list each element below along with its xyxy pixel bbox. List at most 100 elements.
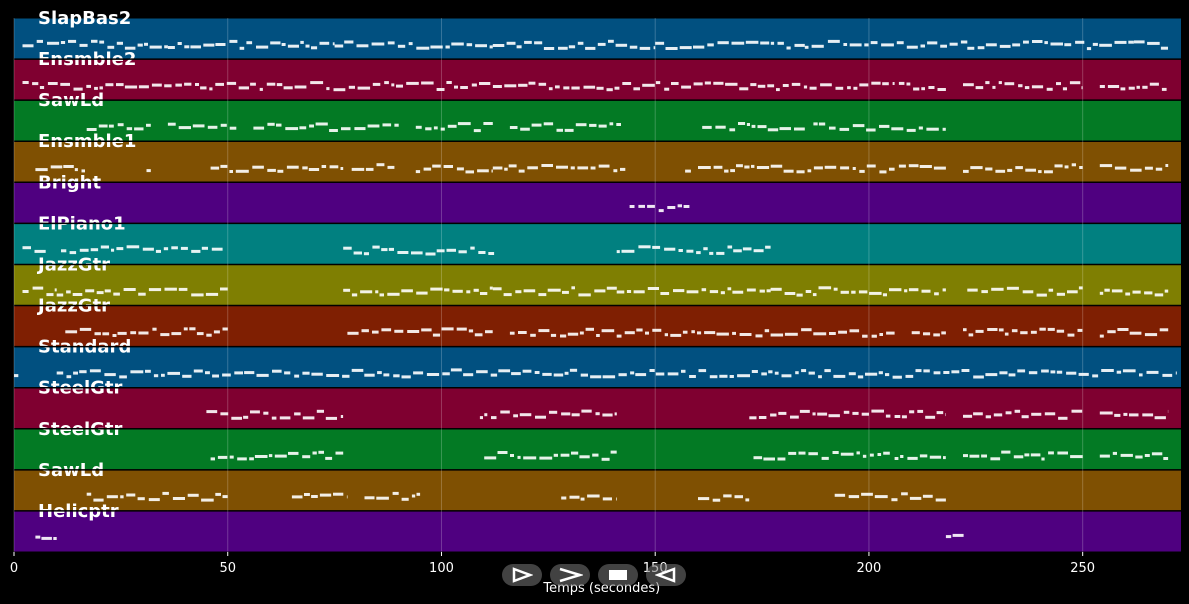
note-segment [1099, 164, 1169, 172]
note-segment [1099, 451, 1169, 460]
note-segment [561, 494, 617, 501]
rewind-icon [655, 567, 676, 583]
note-segment [253, 122, 399, 132]
playback-controls [502, 564, 686, 586]
track-6: JazzGtr [14, 254, 1181, 306]
note-segment [1099, 409, 1169, 420]
fast-forward-icon [559, 567, 583, 583]
note-segment [898, 81, 946, 91]
note-segment [22, 246, 46, 253]
note-segment [86, 123, 151, 131]
note-segment [364, 491, 421, 501]
note-segment [61, 245, 223, 255]
note-segment [967, 40, 1134, 51]
note-segment [894, 454, 946, 460]
track-band [14, 141, 1181, 182]
note-segment [492, 39, 656, 50]
note-segment [967, 286, 1083, 297]
note-segment [1099, 328, 1169, 338]
track-band [14, 470, 1181, 511]
note-segment [616, 328, 770, 338]
note-segment [698, 164, 895, 174]
note-segment [963, 163, 1083, 174]
x-tick-label: 50 [219, 561, 236, 576]
note-segment [210, 164, 344, 173]
note-segment [35, 535, 57, 540]
stop-button[interactable] [598, 564, 638, 586]
track-band [14, 264, 1181, 306]
track-band [14, 182, 1181, 223]
note-segment [616, 287, 771, 295]
note-segment [206, 409, 344, 420]
note-segment [963, 81, 1083, 91]
note-segment [911, 331, 946, 337]
note-segment [509, 327, 615, 338]
note-segment [479, 409, 617, 420]
note-segment [492, 164, 626, 173]
track-1: Ensmble2 [14, 49, 1181, 100]
track-8: Standard [14, 337, 1181, 388]
track-band [14, 306, 1181, 347]
note-segment [963, 327, 1083, 337]
note-segment [616, 245, 771, 255]
note-segment [702, 122, 805, 132]
track-band [14, 347, 1181, 388]
note-segment [22, 39, 168, 50]
note-segment [804, 39, 968, 49]
x-tick-label: 0 [10, 561, 18, 576]
note-segment [415, 164, 493, 174]
track-12: Helicptr [14, 501, 1181, 552]
note-segment [492, 286, 617, 297]
note-segment [210, 450, 344, 461]
track-band [14, 511, 1181, 552]
note-segment [291, 492, 348, 499]
note-segment [167, 122, 237, 130]
x-tick-label: 200 [857, 561, 882, 576]
fast-forward-button[interactable] [550, 564, 590, 586]
note-segment [14, 374, 19, 378]
note-segment [685, 169, 691, 173]
track-label: SlapBas2 [38, 8, 131, 29]
note-segment [945, 533, 964, 539]
note-segment [1099, 288, 1169, 297]
track-0: SlapBas2 [14, 8, 1181, 59]
rewind-button[interactable] [646, 564, 686, 586]
track-11: SawLd [14, 460, 1181, 511]
x-tick-label: 100 [429, 561, 454, 576]
stop-icon [609, 570, 627, 580]
note-segment [813, 122, 946, 132]
note-segment [56, 368, 1177, 379]
play-icon [512, 567, 533, 583]
note-segment [22, 81, 895, 92]
note-segment [509, 122, 621, 132]
note-segment [35, 165, 85, 173]
note-segment [343, 245, 495, 256]
track-9: SteelGtr [14, 378, 1181, 429]
x-tick-label: 250 [1070, 561, 1095, 576]
track-5: ElPiano1 [14, 213, 1181, 264]
note-segment [698, 494, 750, 502]
play-button[interactable] [502, 564, 542, 586]
note-segment [898, 164, 946, 170]
track-10: SteelGtr [14, 419, 1181, 470]
note-segment [894, 409, 946, 419]
track-band [14, 429, 1181, 470]
note-segment [963, 450, 1083, 461]
track-band [14, 18, 1181, 59]
note-segment [22, 286, 57, 297]
note-segment [1099, 82, 1167, 91]
track-band [14, 388, 1181, 429]
track-4: Bright [14, 172, 1181, 223]
note-segment [415, 122, 493, 133]
note-segment [629, 204, 690, 213]
note-segment [770, 328, 895, 338]
note-segment [655, 40, 805, 50]
note-segment [65, 327, 228, 337]
track-2: SawLd [14, 90, 1181, 141]
note-segment [351, 163, 395, 171]
note-segment [334, 40, 493, 50]
note-segment [167, 39, 335, 50]
note-segment [343, 286, 493, 297]
note-segment [749, 409, 891, 420]
